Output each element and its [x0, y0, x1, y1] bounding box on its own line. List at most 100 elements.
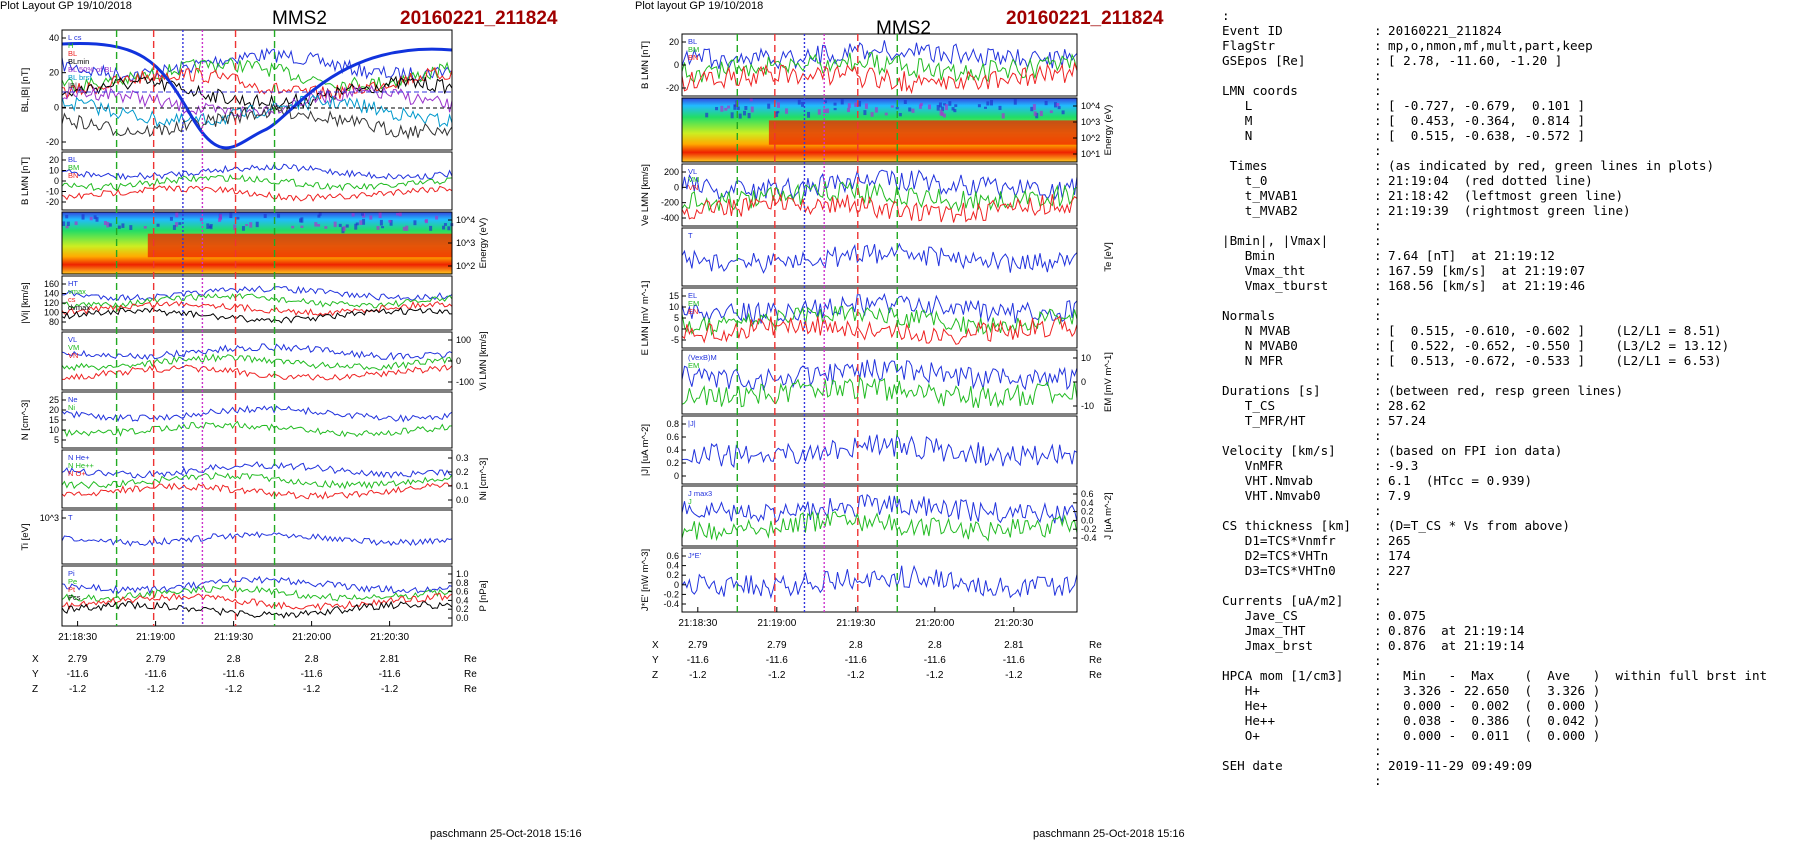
- legend-entry: VM: [68, 343, 79, 352]
- series-line-0: [681, 169, 1078, 201]
- summary-value: [1388, 218, 1800, 233]
- position-value: 2.8: [227, 654, 241, 665]
- summary-colon: :: [1374, 203, 1382, 218]
- mid-panel-1-speckle: [911, 108, 915, 113]
- legend-entry: VN: [688, 183, 698, 192]
- summary-value: 0.075: [1388, 608, 1426, 623]
- left-panel-2-speckle: [199, 217, 203, 222]
- summary-row: :: [1222, 428, 1800, 443]
- summary-row: t_0:21:19:04 (red dotted line): [1222, 173, 1800, 188]
- mid-panel-1-speckle: [870, 112, 874, 117]
- panel-6-ylabel: |J| [uA m^-2]: [640, 424, 651, 476]
- summary-colon: :: [1374, 503, 1382, 518]
- panel-1-ytick-label: 10^1: [1081, 149, 1100, 159]
- series-line-1: [61, 353, 453, 372]
- panel-8-ytick-label: 0.6: [456, 587, 469, 597]
- summary-colon: :: [1374, 233, 1382, 248]
- summary-colon: :: [1374, 398, 1382, 413]
- left-panel-2-speckle: [93, 215, 97, 220]
- mid-panel-1-speckle: [998, 105, 1002, 111]
- summary-key: [1222, 578, 1374, 593]
- mid-panel-1-speckle: [983, 106, 987, 109]
- summary-value: [1388, 233, 1800, 248]
- legend-entry: N O+: [68, 469, 86, 478]
- panel-2-ytick-label: 0: [674, 182, 679, 192]
- position-value: -11.6: [301, 669, 323, 680]
- left-panel-2-speckle: [388, 219, 392, 223]
- position-unit: Re: [464, 654, 477, 665]
- mid-panel-1-speckle: [775, 111, 779, 118]
- summary-value: 6.1 (HTcc = 0.939): [1388, 473, 1533, 488]
- panel-4-ytick-label: -5: [671, 335, 679, 345]
- legend-entry: VM: [688, 175, 699, 184]
- left-panel-2-speckle: [298, 218, 302, 223]
- left-panel-2-speckle: [81, 214, 85, 220]
- left-panel-2-speckle: [378, 212, 382, 219]
- panel-4-ytick-label: -100: [456, 377, 474, 387]
- position-value: -1.2: [1005, 670, 1023, 681]
- event-summary-table: : Event ID:20160221_211824 FlagStr: mp,o,nm…: [1222, 8, 1800, 788]
- mid-panel-1-speckle: [1049, 110, 1053, 114]
- summary-value: 21:19:39 (rightmost green line): [1388, 203, 1631, 218]
- summary-key: Jmax_THT: [1222, 623, 1306, 638]
- legend-entry: vmax: [68, 287, 86, 296]
- summary-colon: :: [1374, 68, 1382, 83]
- series-line-1: [681, 375, 1078, 409]
- series-line-6: [61, 102, 453, 140]
- summary-key: [1222, 143, 1374, 158]
- series-line-0: [681, 40, 1078, 70]
- x-tick-label: 21:20:00: [292, 632, 331, 643]
- summary-value: 3.326 - 22.650 ( 3.326 ): [1388, 683, 1601, 698]
- position-value: -1.2: [768, 670, 786, 681]
- panel-3-ytick-label: 80: [49, 317, 59, 327]
- mid-panel-1-speckle: [858, 100, 862, 107]
- position-row-label: X: [32, 654, 39, 665]
- series-line-3: [61, 75, 453, 111]
- position-unit: Re: [1089, 640, 1102, 651]
- summary-key: Velocity [km/s]: [1222, 443, 1336, 458]
- panel-4-ylabel: Vi LMN [km/s]: [478, 332, 489, 391]
- summary-colon: :: [1374, 353, 1382, 368]
- summary-row: He++: 0.038 - 0.386 ( 0.042 ): [1222, 713, 1800, 728]
- summary-colon: :: [1374, 368, 1382, 383]
- summary-value: (D=T_CS * Vs from above): [1388, 518, 1570, 533]
- legend-entry: HT: [68, 279, 78, 288]
- mid-panel-1-speckle: [1035, 112, 1039, 119]
- mid-panel-1-speckle: [936, 104, 940, 111]
- panel-8-ytick-label: 0.4: [456, 595, 469, 605]
- summary-row: :: [1222, 773, 1800, 788]
- panel-7-ylabel: J [uA m^-2]: [1103, 492, 1114, 539]
- summary-value: 21:18:42 (leftmost green line): [1388, 188, 1624, 203]
- mid-panel-1-speckle: [1033, 111, 1037, 116]
- summary-colon: :: [1374, 38, 1382, 53]
- mid-panel-1-speckle: [1030, 106, 1034, 112]
- mid-panel-1-speckle: [977, 104, 981, 108]
- panel-7-frame: [681, 485, 1078, 547]
- panel-5-ytick-label: 15: [49, 415, 59, 425]
- left-panel-2-speckle: [172, 225, 176, 230]
- summary-value: [ 0.453, -0.364, 0.814 ]: [1388, 113, 1586, 128]
- panel-0-ylabel: B LMN [nT]: [640, 41, 651, 89]
- left-plot-layout-label: Plot Layout GP 19/10/2018: [0, 0, 132, 12]
- x-tick-label: 21:20:30: [370, 632, 409, 643]
- legend-entry: T: [688, 231, 693, 240]
- panel-7-ytick-label: 0.0: [1081, 515, 1094, 525]
- summary-row: Times: (as indicated by red, green lines …: [1222, 158, 1800, 173]
- panel-2-ytick-label: 10^3: [456, 238, 475, 248]
- mid-panel-1-speckle: [727, 105, 731, 109]
- mid-panel-1-speckle: [903, 100, 907, 104]
- panel-8-ytick-label: 0.6: [666, 551, 679, 561]
- series-line-1: [61, 292, 453, 309]
- mid-panel-1-speckle: [874, 107, 878, 113]
- summary-row: HPCA mom [1/cm3]: Min - Max ( Ave ) with…: [1222, 668, 1800, 683]
- mid-panel-1-hot-band: [768, 120, 1077, 145]
- legend-entry: BL: [68, 49, 77, 58]
- summary-key: T_MFR/HT: [1222, 413, 1306, 428]
- legend-entry: VN: [68, 351, 78, 360]
- series-line-0: [62, 285, 453, 302]
- summary-row: :: [1222, 368, 1800, 383]
- panel-3-ytick-label: 100: [44, 308, 59, 318]
- position-value: -1.2: [847, 670, 865, 681]
- mid-panel-1-speckle: [797, 99, 801, 105]
- left-panel-2-speckle: [405, 225, 409, 231]
